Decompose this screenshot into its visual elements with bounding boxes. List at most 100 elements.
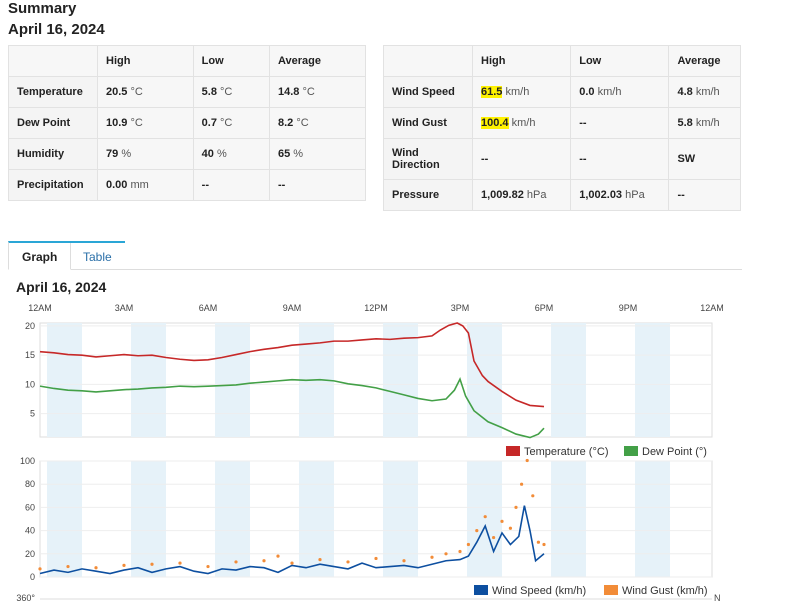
series-line-temperature (39, 322, 545, 408)
series-point-wind-gust (290, 561, 294, 565)
time-band (131, 461, 166, 577)
table-header-row: High Low Average (383, 45, 741, 77)
highlighted-value: 61.5 (481, 86, 503, 98)
row-label: Wind Direction (383, 138, 473, 180)
y-tick-label: 20 (25, 549, 35, 559)
header-low: Low (570, 45, 670, 77)
direction-label: N (714, 593, 721, 603)
x-tick-label: 6PM (535, 303, 554, 313)
series-point-wind-gust (38, 567, 42, 571)
x-tick-label: 9PM (619, 303, 638, 313)
cell-average: 14.8 °C (268, 76, 367, 108)
series-point-wind-gust (206, 564, 210, 569)
summary-date: April 16, 2024 (8, 21, 105, 38)
series-point-wind-gust (520, 482, 524, 486)
x-tick-label: 6AM (199, 303, 218, 313)
table-row: Temperature 20.5 °C 5.8 °C 14.8 °C (8, 76, 367, 108)
header-blank (8, 45, 98, 77)
x-tick-label: 3AM (115, 303, 134, 313)
x-tick-label: 12PM (364, 303, 388, 313)
series-point-wind-gust (402, 559, 406, 563)
summary-title: Summary (8, 0, 77, 17)
x-tick-label: 12AM (28, 303, 52, 313)
series-point-wind-gust (430, 555, 434, 559)
tab-graph[interactable]: Graph (8, 241, 72, 270)
series-point-wind-gust (492, 535, 496, 540)
table-row: Wind Speed 61.5 km/h 0.0 km/h 4.8 km/h (383, 76, 741, 108)
series-point-wind-gust (178, 561, 182, 565)
cell-high: 79 % (97, 138, 194, 170)
cell-average: -- (268, 169, 367, 201)
time-band (635, 323, 670, 437)
weather-charts: 12AM 3AM 6AM 9AM 12PM 3PM 6PM 9PM 12AM 5 10 15 20 Tem… (16, 303, 724, 603)
row-label: Pressure (383, 179, 473, 211)
series-point-wind-gust (531, 494, 535, 498)
header-average: Average (668, 45, 741, 77)
legend-swatch (474, 585, 488, 595)
series-point-wind-gust (318, 558, 322, 562)
time-band (215, 323, 250, 437)
series-point-wind-gust (346, 560, 350, 564)
series-point-wind-gust (542, 542, 546, 547)
y-tick-label: 60 (25, 502, 35, 512)
series-point-wind-gust (500, 519, 504, 523)
time-band (299, 461, 334, 577)
series-point-wind-gust (150, 562, 154, 566)
cell-high: 20.5 °C (97, 76, 194, 108)
y-tick-label: 100 (20, 456, 35, 466)
time-band (131, 323, 166, 437)
time-band (47, 323, 82, 437)
table-row: Wind Direction -- -- SW (383, 138, 741, 180)
series-line-wind-speed (39, 505, 545, 575)
y-tick-label: 360° (16, 593, 35, 603)
tab-table[interactable]: Table (70, 241, 125, 270)
series-line-dew-point (39, 377, 545, 439)
series-point-wind-gust (122, 563, 126, 567)
time-band (383, 461, 418, 577)
series-point-wind-gust (466, 542, 470, 547)
series-point-wind-gust (234, 560, 238, 564)
table-header-row: High Low Average (8, 45, 367, 77)
table-row: Humidity 79 % 40 % 65 % (8, 138, 367, 170)
cell-high: 100.4 km/h (471, 107, 572, 139)
y-tick-label: 20 (25, 321, 35, 331)
row-label: Temperature (8, 76, 98, 108)
y-tick-label: 10 (25, 379, 35, 389)
header-high: High (97, 45, 194, 77)
cell-average: 5.8 km/h (668, 107, 741, 139)
series-point-wind-gust (458, 549, 462, 554)
time-band (383, 323, 418, 437)
time-band (551, 323, 586, 437)
time-band (47, 461, 82, 577)
time-band (467, 323, 502, 437)
cell-low: -- (570, 138, 670, 180)
cell-average: SW (668, 138, 741, 180)
series-point-wind-gust (94, 566, 98, 570)
time-band (215, 461, 250, 577)
cell-high: -- (471, 138, 572, 180)
cell-average: 8.2 °C (268, 107, 367, 139)
cell-low: 5.8 °C (192, 76, 270, 108)
time-band (551, 461, 586, 577)
y-tick-label: 15 (25, 350, 35, 360)
highlighted-value: 100.4 (481, 117, 509, 129)
cell-low: -- (570, 107, 670, 139)
row-label: Precipitation (8, 169, 98, 201)
header-blank (383, 45, 473, 77)
series-point-wind-gust (525, 458, 529, 463)
summary-table-temperature: High Low Average Temperature 20.5 °C 5.8… (8, 45, 367, 201)
row-label: Wind Speed (383, 76, 473, 108)
series-point-wind-gust (444, 552, 448, 556)
cell-high: 1,009.82 hPa (471, 179, 572, 211)
chart-title: April 16, 2024 (16, 279, 107, 295)
y-tick-label: 0 (30, 572, 35, 582)
cell-high: 10.9 °C (97, 107, 194, 139)
series-point-wind-gust (374, 556, 378, 561)
series-point-wind-gust (262, 559, 266, 563)
cell-low: -- (192, 169, 270, 201)
cell-average: 4.8 km/h (668, 76, 741, 108)
cell-low: 40 % (192, 138, 270, 170)
cell-high: 0.00 mm (97, 169, 194, 201)
x-tick-label: 12AM (700, 303, 724, 313)
view-tabs: Graph Table (8, 241, 742, 270)
